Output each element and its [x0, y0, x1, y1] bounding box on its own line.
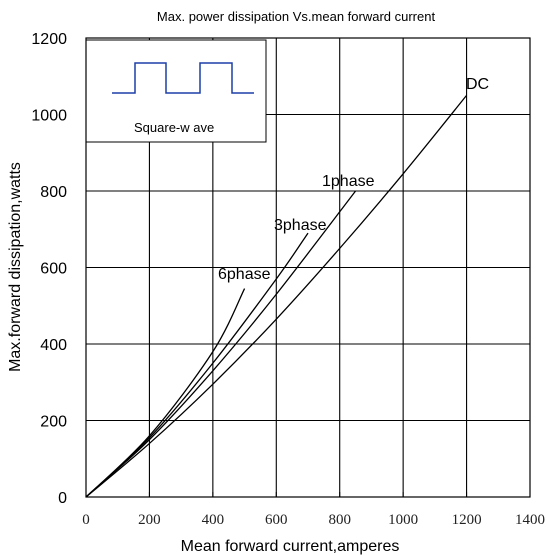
y-tick-label: 1200	[31, 31, 67, 48]
series-label-3phase: 3phase	[274, 217, 327, 234]
x-tick-label: 1200	[452, 512, 482, 528]
x-tick-label: 1000	[388, 512, 418, 528]
plot-frame	[85, 37, 531, 498]
series-labels: DC 1phase 3phase 6phase	[218, 76, 489, 283]
y-tick-label: 0	[58, 490, 67, 507]
y-axis-label: Max.forward dissipation,watts	[7, 162, 24, 372]
series-line-3phase	[85, 232, 309, 498]
series-label-1phase: 1phase	[322, 173, 375, 190]
y-tick-label: 1000	[31, 108, 67, 125]
series-line-6phase	[85, 288, 246, 498]
y-tick-label: 800	[40, 184, 67, 201]
inset-frame	[85, 39, 267, 143]
x-axis-label: Mean forward current,amperes	[181, 538, 400, 555]
square-wave-icon	[112, 62, 254, 94]
series-line-dc	[85, 94, 468, 498]
x-tick-label: 800	[328, 512, 351, 528]
ticks-group: 0 200 400 600 800 1000 1200 1400 0 200 400 600 800 10…	[31, 31, 545, 528]
x-tick-label: 600	[265, 512, 288, 528]
square-wave-inset: Square-w ave	[85, 39, 267, 143]
x-tick-label: 400	[202, 512, 225, 528]
x-tick-label: 200	[138, 512, 161, 528]
chart-title: Max. power dissipation Vs.mean forward c…	[157, 9, 436, 24]
inset-label: Square-w ave	[134, 120, 214, 135]
y-tick-label: 400	[40, 337, 67, 354]
y-tick-label: 200	[40, 414, 67, 431]
y-tick-label: 600	[40, 261, 67, 278]
x-tick-label: 1400	[515, 512, 545, 528]
x-tick-label: 0	[82, 512, 90, 528]
series-line-1phase	[85, 190, 357, 498]
series-label-dc: DC	[466, 76, 489, 93]
series-label-6phase: 6phase	[218, 266, 271, 283]
series-group	[85, 94, 468, 498]
